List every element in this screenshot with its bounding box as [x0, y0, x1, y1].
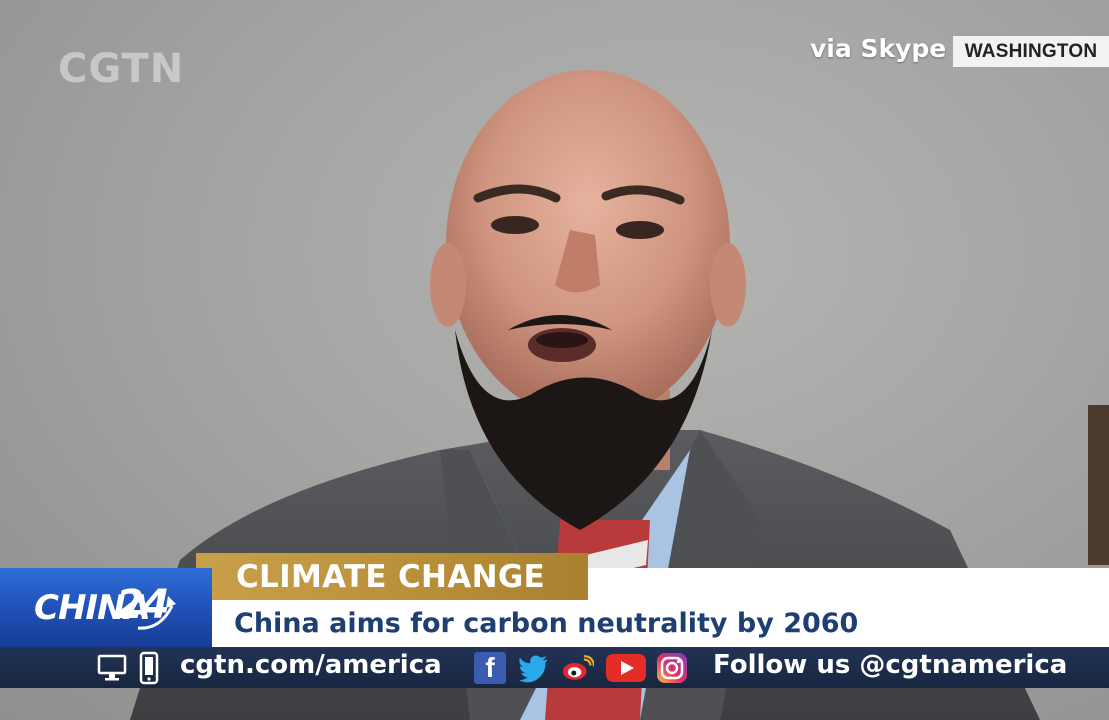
channel-swoosh-icon: [137, 596, 176, 630]
china24-channel-logo: CHINA 24: [0, 568, 212, 647]
headline-banner: China aims for carbon neutrality by 2060: [212, 600, 1109, 647]
headline-text: China aims for carbon neutrality by 2060: [234, 608, 859, 639]
lower-third-top-strip: [588, 568, 1109, 600]
twitter-icon: [518, 655, 548, 683]
location-tag: WASHINGTON: [953, 36, 1109, 67]
monitor-icon: [97, 654, 127, 681]
phone-icon: [139, 651, 159, 685]
bottom-info-bar: cgtn.com/america f: [0, 647, 1109, 688]
website-url: cgtn.com/america: [180, 650, 442, 680]
location-label: WASHINGTON: [964, 40, 1098, 62]
via-skype-label: via Skype: [810, 34, 947, 63]
channel-logo-word: CHINA: [34, 588, 151, 628]
cgtn-watermark-logo: CGTN: [58, 46, 185, 92]
follow-us-handle: Follow us @cgtnamerica: [713, 650, 1068, 680]
facebook-icon: f: [474, 652, 506, 684]
topic-banner: CLIMATE CHANGE: [196, 553, 588, 600]
instagram-icon: [656, 652, 688, 684]
youtube-icon: [606, 652, 646, 684]
topic-label: CLIMATE CHANGE: [236, 559, 546, 595]
weibo-icon: [562, 655, 594, 680]
